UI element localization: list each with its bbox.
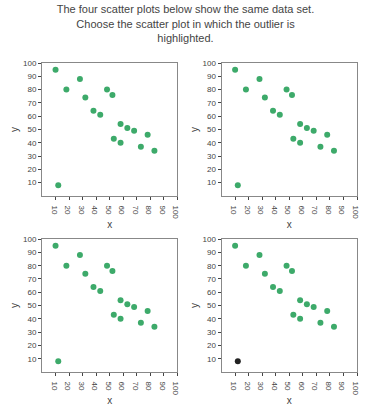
svg-text:70: 70 bbox=[27, 275, 36, 284]
svg-text:40: 40 bbox=[207, 315, 216, 324]
svg-text:80: 80 bbox=[207, 85, 216, 94]
svg-text:90: 90 bbox=[27, 72, 36, 81]
svg-text:20: 20 bbox=[243, 205, 252, 214]
svg-text:80: 80 bbox=[324, 205, 333, 214]
svg-text:40: 40 bbox=[90, 205, 99, 214]
svg-text:x: x bbox=[107, 395, 112, 406]
svg-text:80: 80 bbox=[27, 85, 36, 94]
svg-text:50: 50 bbox=[104, 205, 113, 214]
svg-text:10: 10 bbox=[229, 382, 238, 391]
svg-text:80: 80 bbox=[324, 382, 333, 391]
svg-text:100: 100 bbox=[203, 235, 217, 244]
svg-text:90: 90 bbox=[207, 248, 216, 257]
svg-text:90: 90 bbox=[207, 72, 216, 81]
svg-text:The four scatter plots below s: The four scatter plots below show the sa… bbox=[57, 3, 314, 44]
svg-text:80: 80 bbox=[27, 262, 36, 271]
svg-text:50: 50 bbox=[283, 205, 292, 214]
svg-text:50: 50 bbox=[27, 125, 36, 134]
svg-text:20: 20 bbox=[63, 382, 72, 391]
svg-text:40: 40 bbox=[207, 139, 216, 148]
svg-text:80: 80 bbox=[144, 382, 153, 391]
svg-text:90: 90 bbox=[158, 382, 167, 391]
svg-text:20: 20 bbox=[243, 382, 252, 391]
svg-text:40: 40 bbox=[27, 315, 36, 324]
svg-text:30: 30 bbox=[27, 328, 36, 337]
svg-text:40: 40 bbox=[27, 139, 36, 148]
svg-text:50: 50 bbox=[207, 301, 216, 310]
svg-text:10: 10 bbox=[27, 355, 36, 364]
svg-text:30: 30 bbox=[256, 382, 265, 391]
svg-text:60: 60 bbox=[207, 288, 216, 297]
svg-text:60: 60 bbox=[297, 205, 306, 214]
svg-text:70: 70 bbox=[131, 205, 140, 214]
svg-text:60: 60 bbox=[297, 382, 306, 391]
svg-text:10: 10 bbox=[27, 178, 36, 187]
svg-text:y: y bbox=[189, 303, 200, 308]
svg-text:70: 70 bbox=[310, 382, 319, 391]
svg-text:20: 20 bbox=[207, 341, 216, 350]
svg-text:30: 30 bbox=[256, 205, 265, 214]
svg-text:30: 30 bbox=[77, 205, 86, 214]
svg-text:60: 60 bbox=[207, 112, 216, 121]
svg-text:90: 90 bbox=[337, 382, 346, 391]
svg-text:70: 70 bbox=[131, 382, 140, 391]
svg-text:80: 80 bbox=[144, 205, 153, 214]
svg-text:50: 50 bbox=[283, 382, 292, 391]
svg-text:10: 10 bbox=[50, 382, 59, 391]
svg-text:60: 60 bbox=[27, 288, 36, 297]
svg-text:20: 20 bbox=[63, 205, 72, 214]
svg-text:30: 30 bbox=[207, 328, 216, 337]
svg-text:100: 100 bbox=[171, 205, 180, 219]
svg-text:90: 90 bbox=[27, 248, 36, 257]
svg-text:x: x bbox=[287, 219, 292, 230]
svg-text:50: 50 bbox=[104, 382, 113, 391]
svg-text:x: x bbox=[107, 219, 112, 230]
svg-text:90: 90 bbox=[337, 205, 346, 214]
svg-text:10: 10 bbox=[207, 355, 216, 364]
svg-text:y: y bbox=[9, 303, 20, 308]
svg-text:40: 40 bbox=[270, 205, 279, 214]
svg-text:30: 30 bbox=[207, 152, 216, 161]
svg-text:y: y bbox=[9, 127, 20, 132]
svg-text:y: y bbox=[189, 127, 200, 132]
svg-text:20: 20 bbox=[27, 165, 36, 174]
svg-text:30: 30 bbox=[27, 152, 36, 161]
svg-text:100: 100 bbox=[351, 205, 360, 219]
svg-text:40: 40 bbox=[90, 382, 99, 391]
svg-text:10: 10 bbox=[50, 205, 59, 214]
svg-text:60: 60 bbox=[117, 205, 126, 214]
svg-text:20: 20 bbox=[207, 165, 216, 174]
svg-text:70: 70 bbox=[310, 205, 319, 214]
svg-text:50: 50 bbox=[27, 301, 36, 310]
svg-text:70: 70 bbox=[27, 99, 36, 108]
svg-text:30: 30 bbox=[77, 382, 86, 391]
svg-text:90: 90 bbox=[158, 205, 167, 214]
svg-text:50: 50 bbox=[207, 125, 216, 134]
svg-text:40: 40 bbox=[270, 382, 279, 391]
svg-text:70: 70 bbox=[207, 275, 216, 284]
svg-text:70: 70 bbox=[207, 99, 216, 108]
svg-text:60: 60 bbox=[117, 382, 126, 391]
svg-text:100: 100 bbox=[23, 59, 37, 68]
svg-text:x: x bbox=[287, 395, 292, 406]
svg-text:10: 10 bbox=[207, 178, 216, 187]
svg-text:60: 60 bbox=[27, 112, 36, 121]
svg-text:80: 80 bbox=[207, 262, 216, 271]
svg-text:100: 100 bbox=[203, 59, 217, 68]
svg-text:100: 100 bbox=[23, 235, 37, 244]
svg-text:100: 100 bbox=[351, 382, 360, 396]
svg-text:100: 100 bbox=[171, 382, 180, 396]
svg-text:10: 10 bbox=[229, 205, 238, 214]
svg-text:20: 20 bbox=[27, 341, 36, 350]
